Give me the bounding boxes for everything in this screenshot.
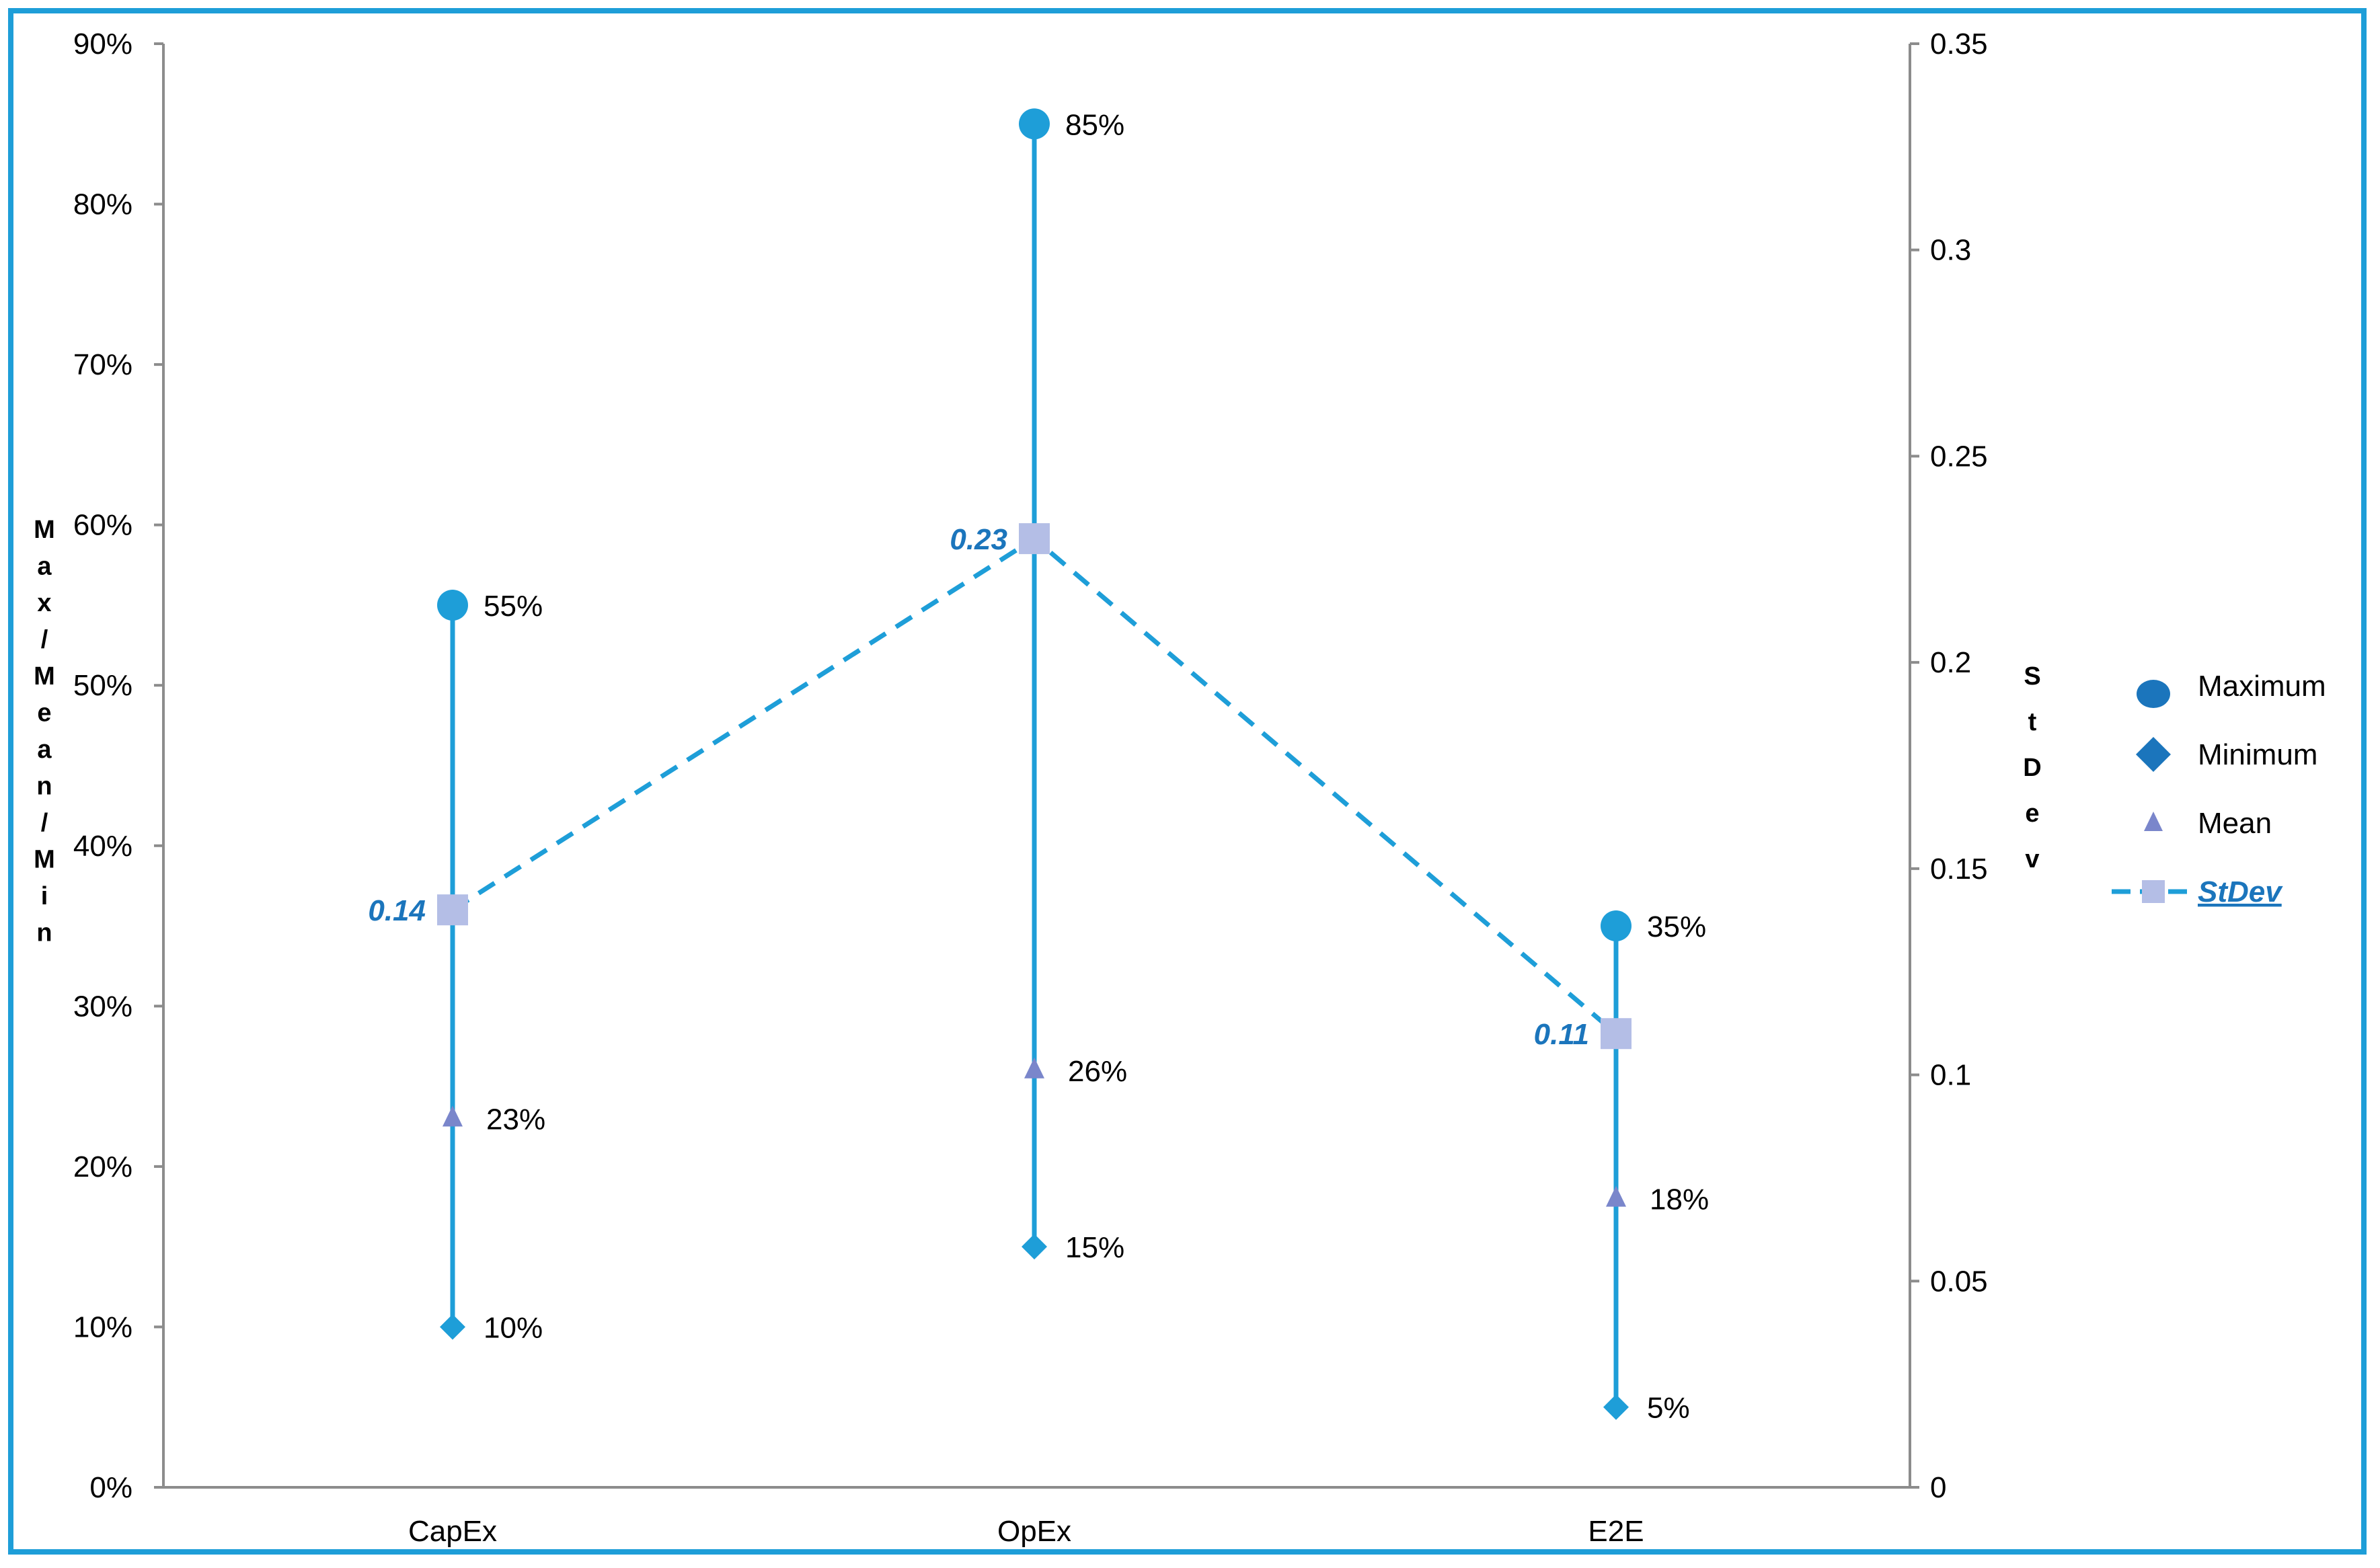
right-axis-title-char: e [2025, 799, 2039, 828]
minimum-point [440, 1314, 465, 1340]
stdev-label: 0.14 [368, 894, 426, 927]
left-axis-title-char: x [37, 589, 51, 617]
minimum-label: 15% [1065, 1231, 1124, 1264]
mean-point [1024, 1057, 1044, 1079]
left-axis-title-char: n [36, 773, 52, 801]
legend-mean-marker [2144, 812, 2163, 831]
legend-mean-label: Mean [2198, 807, 2272, 840]
right-tick-label: 0.25 [1930, 440, 1988, 473]
right-axis-title-char: S [2024, 662, 2040, 691]
left-tick-label: 60% [73, 509, 132, 542]
left-tick-label: 30% [73, 990, 132, 1023]
left-axis-title-char: / [41, 809, 48, 837]
stdev-point [1601, 1018, 1632, 1050]
right-tick-label: 0.2 [1930, 646, 1971, 679]
left-tick-label: 50% [73, 669, 132, 702]
stdev-point [437, 894, 468, 926]
mean-label: 26% [1068, 1055, 1127, 1088]
mean-label: 23% [486, 1103, 545, 1136]
legend-stdev-label: StDev [2198, 875, 2283, 908]
right-tick-label: 0.35 [1930, 28, 1988, 61]
minimum-label: 5% [1647, 1392, 1690, 1425]
mean-label: 18% [1650, 1183, 1709, 1216]
legend-stdev-marker [2142, 880, 2165, 903]
right-tick-label: 0.3 [1930, 234, 1971, 267]
x-tick-label: OpEx [997, 1515, 1071, 1548]
legend-minimum-label: Minimum [2198, 738, 2317, 771]
left-tick-label: 10% [73, 1310, 132, 1343]
stdev-label: 0.11 [1534, 1018, 1589, 1051]
right-axis-title-char: t [2028, 708, 2037, 736]
legend-maximum-marker [2137, 680, 2170, 708]
left-axis-title-char: a [37, 553, 52, 581]
x-tick-label: E2E [1588, 1515, 1644, 1548]
left-tick-label: 20% [73, 1150, 132, 1183]
legend-minimum-marker [2136, 737, 2171, 772]
minimum-point [1603, 1394, 1629, 1420]
right-tick-label: 0.15 [1930, 853, 1988, 886]
maximum-label: 55% [484, 590, 543, 623]
left-tick-label: 0% [89, 1471, 132, 1504]
chart-frame [8, 8, 2367, 1555]
left-axis-title-char: i [41, 882, 48, 910]
left-axis-title-char: e [37, 699, 51, 728]
mean-point [1606, 1185, 1626, 1207]
stdev-point [1019, 523, 1050, 555]
minimum-point [1022, 1234, 1047, 1260]
maximum-label: 85% [1065, 108, 1124, 141]
mean-point [443, 1105, 463, 1127]
left-axis-title-char: M [34, 846, 55, 874]
left-tick-label: 90% [73, 28, 132, 61]
right-tick-label: 0.1 [1930, 1059, 1971, 1092]
left-axis-title-char: n [36, 919, 52, 947]
left-axis-title-char: a [37, 736, 52, 764]
left-axis-title-char: M [34, 516, 55, 544]
left-tick-label: 40% [73, 830, 132, 863]
left-axis-title-char: / [41, 626, 48, 654]
maximum-label: 35% [1647, 910, 1706, 943]
minimum-label: 10% [484, 1311, 543, 1344]
stdev-label: 0.23 [950, 523, 1007, 556]
maximum-point [437, 589, 468, 621]
right-tick-label: 0 [1930, 1471, 1946, 1504]
left-tick-label: 70% [73, 348, 132, 381]
right-axis-title-char: v [2025, 845, 2039, 873]
left-axis-title-char: M [34, 662, 55, 691]
legend-maximum-label: Maximum [2198, 670, 2326, 703]
right-axis-title-char: D [2023, 754, 2041, 782]
x-tick-label: CapEx [408, 1515, 497, 1548]
maximum-point [1019, 108, 1050, 140]
left-tick-label: 80% [73, 188, 132, 221]
maximum-point [1601, 910, 1632, 942]
right-tick-label: 0.05 [1930, 1265, 1988, 1298]
